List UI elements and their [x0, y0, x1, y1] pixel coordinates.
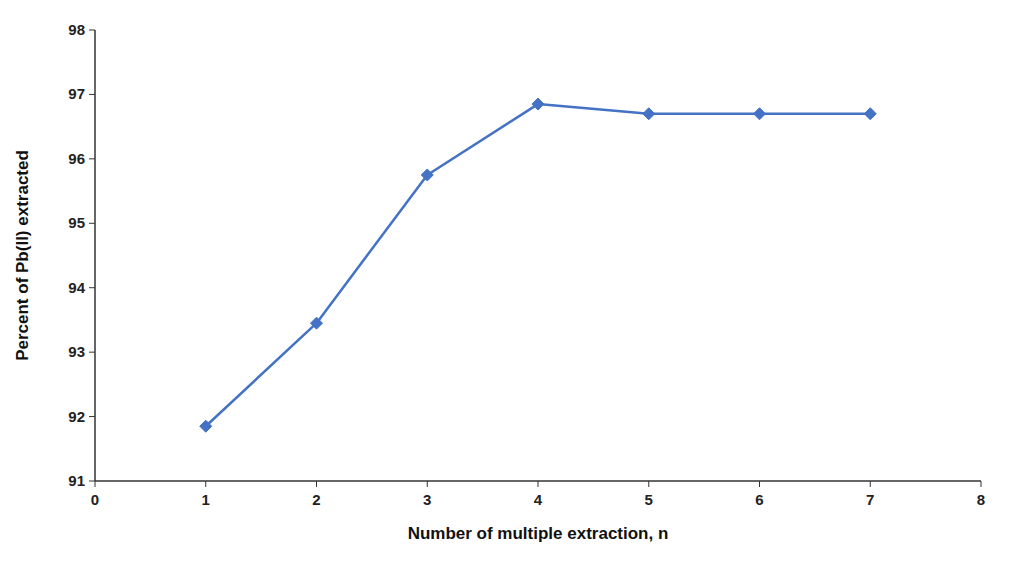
x-tick-label: 0 — [91, 491, 99, 508]
y-tick-label: 97 — [68, 85, 85, 102]
x-tick — [538, 481, 539, 487]
y-axis-label: Percent of Pb(II) extracted — [13, 150, 32, 361]
x-tick — [759, 481, 760, 487]
x-tick — [981, 481, 982, 487]
y-tick-label: 96 — [68, 150, 85, 167]
y-tick-label: 91 — [68, 472, 85, 489]
data-point — [421, 169, 433, 181]
y-tick — [89, 481, 95, 482]
y-tick-label: 93 — [68, 343, 85, 360]
y-tick — [89, 352, 95, 353]
x-tick — [427, 481, 428, 487]
x-axis-label: Number of multiple extraction, n — [408, 524, 669, 543]
x-tick-label: 6 — [755, 491, 763, 508]
x-tick — [316, 481, 317, 487]
data-point — [754, 108, 766, 120]
x-tick — [205, 481, 206, 487]
y-tick-label: 92 — [68, 408, 85, 425]
plot-area — [200, 98, 877, 432]
y-tick-label: 94 — [68, 279, 85, 296]
y-tick — [89, 94, 95, 95]
x-tick-label: 5 — [645, 491, 653, 508]
y-tick — [89, 223, 95, 224]
y-axis-line — [94, 30, 96, 481]
chart-svg: 0 1 2 3 4 5 6 7 8 91 92 93 94 95 96 97 98 Number of multi… — [0, 0, 1016, 561]
data-line — [206, 104, 871, 426]
y-tick — [89, 416, 95, 417]
axes: 0 1 2 3 4 5 6 7 8 91 92 93 94 95 96 97 98 — [68, 21, 985, 508]
data-point — [864, 108, 876, 120]
data-point — [200, 420, 212, 432]
x-tick-label: 3 — [423, 491, 431, 508]
x-tick — [870, 481, 871, 487]
data-point — [643, 108, 655, 120]
y-tick — [89, 287, 95, 288]
x-tick-label: 1 — [202, 491, 210, 508]
x-tick-label: 4 — [534, 491, 543, 508]
x-tick — [95, 481, 96, 487]
x-tick-label: 7 — [866, 491, 874, 508]
chart-container: 0 1 2 3 4 5 6 7 8 91 92 93 94 95 96 97 98 Number of multi… — [0, 0, 1016, 561]
x-tick-label: 2 — [312, 491, 320, 508]
y-tick — [89, 30, 95, 31]
data-point — [311, 317, 323, 329]
y-tick-label: 95 — [68, 214, 85, 231]
y-tick — [89, 158, 95, 159]
data-point — [532, 98, 544, 110]
y-tick-label: 98 — [68, 21, 85, 38]
x-tick-label: 8 — [977, 491, 985, 508]
x-tick — [648, 481, 649, 487]
